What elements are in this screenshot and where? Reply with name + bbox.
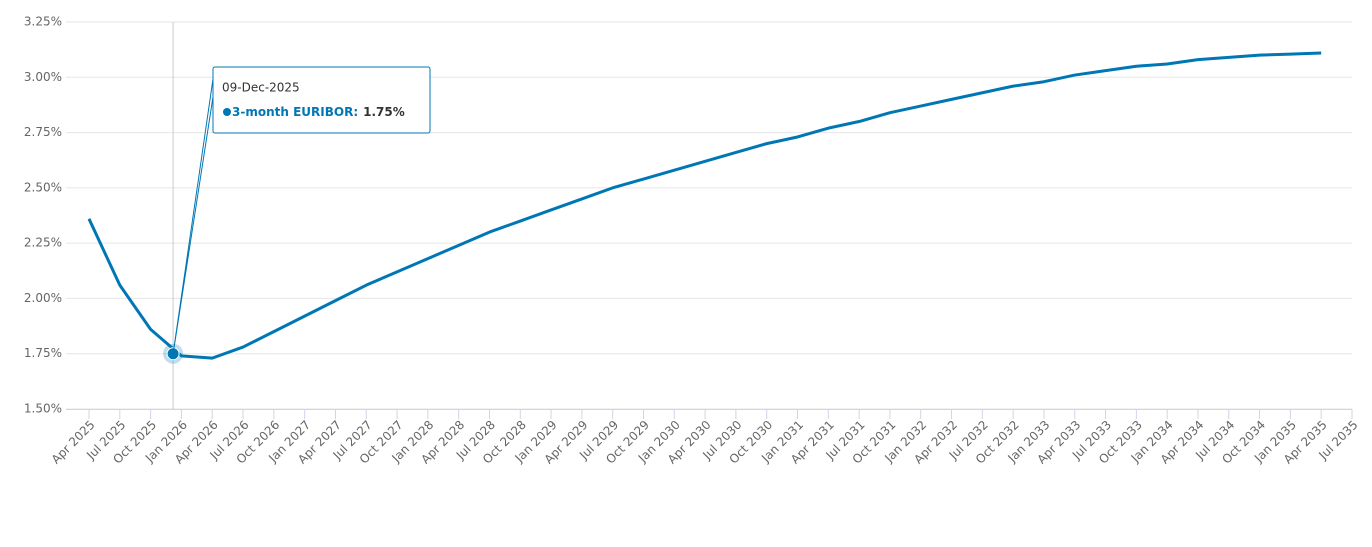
y-tick-label: 1.75% [24, 346, 62, 360]
tooltip-value: 1.75% [363, 105, 405, 119]
y-tick-label: 1.50% [24, 402, 62, 416]
tooltip-connector [172, 78, 214, 354]
y-tick-label: 2.00% [24, 291, 62, 305]
line-series [87, 51, 1322, 360]
y-tick-label: 2.50% [24, 180, 62, 194]
y-tick-label: 3.00% [24, 70, 62, 84]
tooltip-box [212, 66, 431, 134]
y-tick-label: 2.75% [24, 125, 62, 139]
tooltip-date: 09-Dec-2025 [222, 81, 300, 95]
y-tick-label: 3.25% [24, 15, 62, 29]
tooltip-dot [223, 108, 231, 116]
tooltip-label: 3-month EURIBOR: [232, 105, 358, 119]
y-tick-label: 2.25% [24, 236, 62, 250]
tooltip-line: 3-month EURIBOR: 1.75% [232, 105, 405, 119]
